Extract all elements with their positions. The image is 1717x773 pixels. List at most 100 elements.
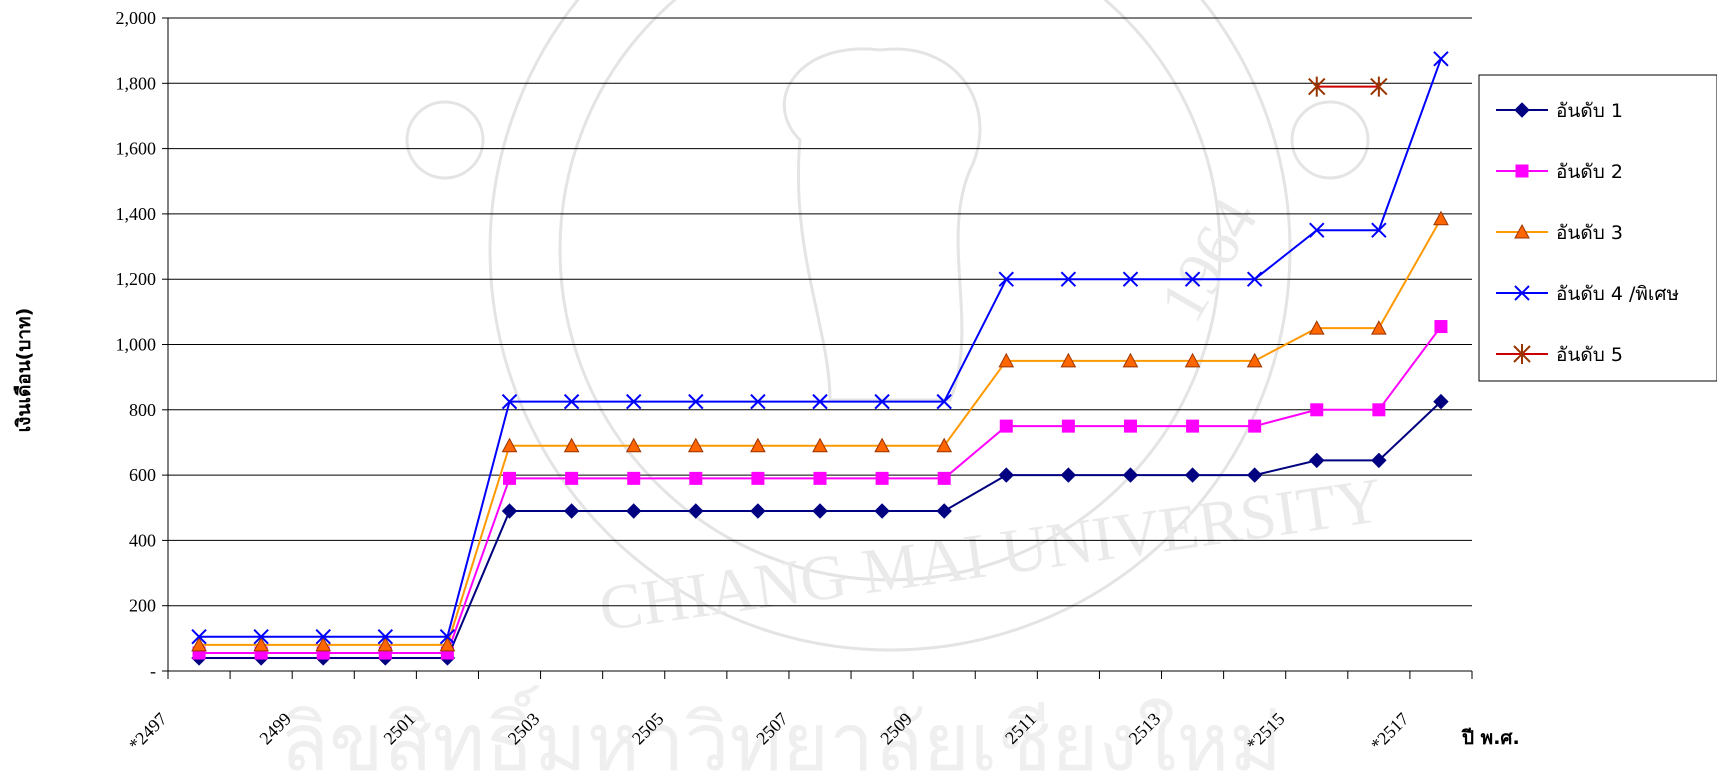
data-point [874,503,890,519]
x-tick-label: *2517 [1367,709,1413,755]
legend-item: อันดับ 5 [1496,344,1623,366]
data-point [750,437,766,453]
legend-item: อันดับ 4 /พิเศษ [1496,283,1679,305]
y-tick-label: 1,400 [116,204,157,224]
data-point [1246,352,1263,368]
data-point [1433,210,1449,226]
data-point [812,437,828,453]
data-point [875,471,889,485]
data-point [1310,403,1324,417]
data-point [936,437,953,453]
legend-item: อันดับ 2 [1496,161,1623,183]
data-point [998,271,1014,287]
data-point [1184,467,1201,483]
series [191,393,1449,666]
data-point [626,393,642,410]
data-point [1309,222,1325,238]
data-point [1060,467,1077,483]
data-point [191,636,207,652]
data-point [999,419,1013,433]
data-point [501,393,518,410]
data-point [501,437,518,453]
data-point [750,503,766,519]
y-tick-label: - [150,661,156,681]
data-point [1061,419,1075,433]
y-tick-label: 1,000 [116,335,157,355]
data-point [501,503,518,519]
legend-marker [1514,223,1530,239]
data-point [563,393,580,410]
data-point [937,471,951,485]
data-point [1433,51,1449,67]
data-point [1371,222,1387,238]
data-point [565,471,579,485]
legend-label: อันดับ 4 /พิเศษ [1556,283,1679,305]
data-point [751,471,765,485]
data-point [253,629,269,645]
legend-label: อันดับ 3 [1556,222,1623,244]
data-point [812,503,828,519]
data-point [1433,393,1449,410]
data-point [1184,271,1201,287]
data-point [1434,320,1448,334]
data-point [1122,467,1139,483]
y-axis-title: เงินเดือน(บาท) [13,308,35,433]
data-point [503,471,517,485]
data-point [750,393,766,410]
data-point [1122,271,1139,287]
data-point [689,471,703,485]
data-point [377,636,394,652]
data-point [687,437,704,453]
legend-label: อันดับ 2 [1556,161,1623,183]
data-point [1248,419,1262,433]
data-point [688,393,704,410]
data-point [626,503,642,519]
y-tick-label: 1,200 [116,269,157,289]
legend-marker [1514,285,1530,301]
data-point [439,629,456,645]
data-point [627,471,641,485]
legend-item: อันดับ 3 [1496,222,1623,244]
watermark-year: 1964 [1146,187,1271,333]
data-point [998,467,1014,483]
data-point [874,393,890,410]
series [191,51,1449,645]
data-point [998,352,1015,368]
data-point [1309,452,1325,469]
data-point [1184,352,1201,368]
series [191,210,1449,652]
legend-label: อันดับ 1 [1556,100,1623,122]
data-point [315,629,331,645]
y-tick-label: 1,600 [116,139,157,159]
data-point [377,629,394,645]
x-tick-label: *2497 [125,709,171,755]
data-point [1060,271,1077,287]
data-point [191,629,207,645]
watermark-bottom-text: ลิขสิทธิ์มหาวิทยาลัยเชียงใหม่ [280,685,1282,773]
y-tick-label: 2,000 [116,8,157,28]
data-point [936,503,952,519]
data-point [1060,352,1077,368]
axes [167,18,1473,679]
data-point [1370,76,1388,97]
series [1308,76,1388,97]
legend-marker [1513,344,1531,364]
data-point [1308,320,1325,335]
data-point [1123,419,1137,433]
y-tick-label: 1,800 [116,73,157,93]
legend-label: อันดับ 5 [1556,344,1623,366]
data-point [1308,76,1326,97]
y-tick-label: 400 [129,530,156,550]
data-point [1371,452,1387,469]
y-tick-labels: - 200 400 600 800 1,000 1,200 1,400 1,600 1,800 2,… [116,8,157,681]
legend: อันดับ 1 อันดับ 2 อันดับ 3 อันดับ 4 /พิเศษอ… [1478,74,1717,382]
data-point [936,393,952,410]
y-tick-label: 800 [129,400,156,420]
data-point [1122,352,1139,368]
data-point [315,636,332,652]
series-layer [191,51,1449,666]
watermark-text: CHIANG MAI UNIVERSITY [595,464,1386,644]
legend-marker [1514,102,1530,118]
data-point [1246,467,1263,483]
